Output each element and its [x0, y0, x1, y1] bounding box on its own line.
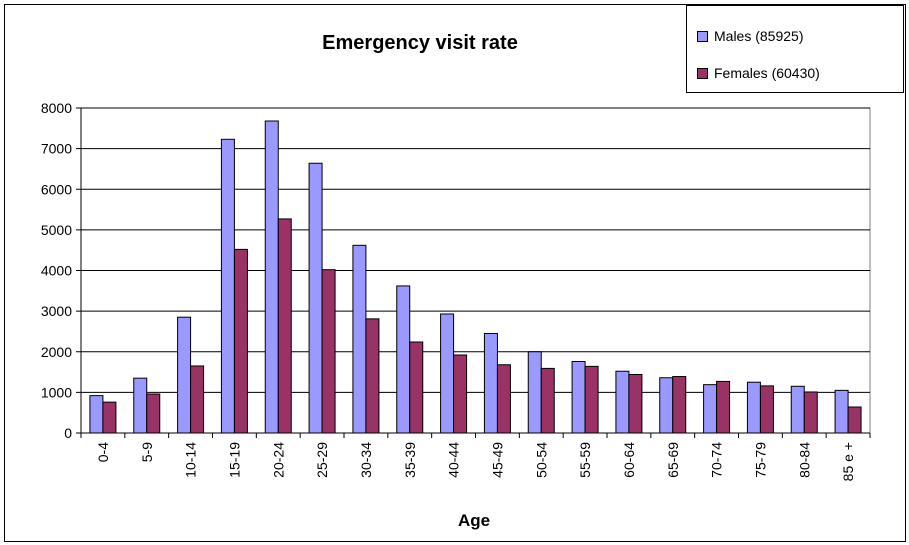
legend-swatch-females [697, 67, 708, 79]
bar-females [584, 365, 599, 434]
bar-females [672, 376, 687, 434]
legend-label-males: Males (85925) [714, 28, 804, 44]
x-tick-label: 55-59 [577, 442, 593, 478]
bar-females [233, 248, 248, 434]
x-tick-label: 60-64 [621, 442, 637, 478]
bar-females [321, 269, 336, 434]
x-axis-title: Age [458, 511, 490, 530]
x-tick-label: 50-54 [533, 442, 549, 478]
bar-males [571, 361, 586, 434]
bar-females [759, 385, 774, 434]
bar-females [496, 364, 511, 434]
y-tick-label: 4000 [41, 263, 72, 279]
x-tick-label: 45-49 [489, 442, 505, 478]
legend: Males (85925) Females (60430) [686, 5, 904, 93]
bar-males [352, 244, 367, 434]
bar-females [409, 341, 424, 434]
x-tick-label: 80-84 [796, 442, 812, 478]
bar-females [146, 393, 161, 434]
bar-males [177, 316, 192, 434]
bar-males [659, 377, 674, 434]
legend-entry-males: Males (85925) [697, 27, 804, 45]
bar-females [190, 365, 205, 434]
bar-males [746, 381, 761, 434]
legend-label-females: Females (60430) [714, 65, 820, 81]
x-tick-label: 85 e + [840, 442, 856, 481]
bar-males [527, 351, 542, 434]
x-tick-label: 70-74 [709, 442, 725, 478]
y-tick-label: 3000 [41, 303, 72, 319]
bar-males [89, 395, 104, 434]
x-tick-label: 15-19 [226, 442, 242, 478]
y-tick-label: 0 [64, 425, 72, 441]
y-tick-label: 8000 [41, 100, 72, 116]
bar-females [365, 318, 380, 434]
chart-title: Emergency visit rate [322, 32, 518, 54]
chart-area [4, 4, 906, 542]
x-tick-label: 0-4 [95, 442, 111, 462]
legend-entry-females: Females (60430) [697, 64, 820, 82]
x-tick-label: 75-79 [752, 442, 768, 478]
x-tick-label: 30-34 [358, 442, 374, 478]
y-tick-label: 2000 [41, 344, 72, 360]
bar-males [133, 377, 148, 434]
bar-males [264, 120, 279, 434]
bar-males [220, 138, 235, 434]
legend-swatch-males [697, 30, 708, 42]
bar-males [308, 162, 323, 434]
bar-males [834, 389, 849, 434]
x-tick-label: 40-44 [446, 442, 462, 478]
x-tick-label: 35-39 [402, 442, 418, 478]
x-tick-label: 5-9 [139, 442, 155, 462]
bar-females [847, 406, 862, 434]
x-tick-label: 10-14 [183, 442, 199, 478]
bar-males [483, 332, 498, 434]
bar-females [102, 401, 117, 434]
bar-females [628, 374, 643, 434]
x-tick-label: 20-24 [270, 442, 286, 478]
bar-females [803, 391, 818, 434]
bar-males [615, 370, 630, 434]
bar-females [716, 380, 731, 434]
y-tick-label: 6000 [41, 181, 72, 197]
x-tick-label: 65-69 [665, 442, 681, 478]
bar-males [703, 384, 718, 434]
bar-males [790, 385, 805, 434]
bar-females [277, 218, 292, 434]
bar-females [540, 367, 555, 434]
bar-males [440, 313, 455, 434]
bar-females [453, 354, 468, 434]
y-tick-label: 1000 [41, 384, 72, 400]
y-tick-label: 5000 [41, 222, 72, 238]
x-tick-label: 25-29 [314, 442, 330, 478]
bar-males [396, 285, 411, 434]
y-tick-label: 7000 [41, 141, 72, 157]
